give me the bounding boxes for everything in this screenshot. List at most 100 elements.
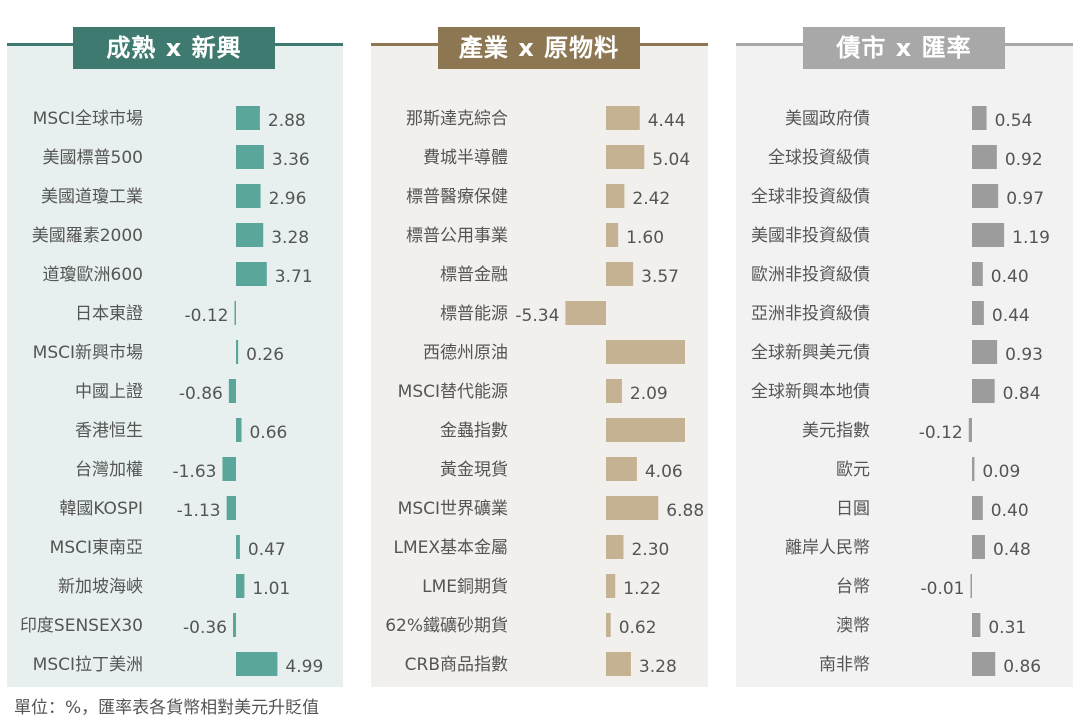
- bar: [236, 535, 240, 559]
- bar: [606, 145, 645, 169]
- bar: [606, 496, 659, 520]
- bar: [972, 496, 983, 520]
- value-label: 0.97: [1006, 189, 1044, 209]
- value-label: 1.19: [1012, 228, 1050, 248]
- category-label: 全球投資級債: [768, 148, 870, 168]
- value-label: -0.01: [921, 579, 965, 599]
- value-label: 5.04: [652, 150, 690, 170]
- value-label: 3.28: [271, 228, 309, 248]
- bar: [236, 652, 278, 676]
- value-label: 1.01: [252, 579, 290, 599]
- category-label: 中國上證: [75, 382, 143, 402]
- bar: [972, 145, 997, 169]
- bar: [236, 574, 245, 598]
- category-label: 美國道瓊工業: [41, 187, 143, 207]
- value-label: -0.36: [183, 618, 227, 638]
- value-label: 0.26: [246, 345, 284, 365]
- value-label: 4.06: [645, 462, 683, 482]
- bar: [606, 418, 685, 442]
- category-label: 全球新興本地債: [751, 382, 870, 402]
- bar: [236, 223, 264, 247]
- bar: [972, 652, 996, 676]
- value-label: 2.09: [630, 384, 668, 404]
- category-label: 美國羅素2000: [32, 226, 143, 246]
- bar: [972, 262, 983, 286]
- bar: [606, 262, 634, 286]
- category-label: 美國標普500: [43, 148, 143, 168]
- value-label: -0.12: [919, 423, 963, 443]
- value-label: 0.44: [992, 306, 1030, 326]
- category-label: 台幣: [836, 577, 870, 597]
- value-label: 3.28: [639, 657, 677, 677]
- bar: [606, 535, 624, 559]
- category-label: 歐洲非投資級債: [751, 265, 870, 285]
- value-label: 0.86: [1003, 657, 1041, 677]
- category-label: 費城半導體: [423, 148, 508, 168]
- bar: [226, 496, 236, 520]
- footnote: 單位：%，匯率表各貨幣相對美元升貶值: [14, 698, 320, 718]
- category-label: MSCI世界礦業: [398, 499, 508, 519]
- value-label: 0.48: [993, 540, 1031, 560]
- value-label: -0.86: [179, 384, 223, 404]
- value-label: 4.44: [648, 111, 686, 131]
- value-label: 4.99: [285, 657, 323, 677]
- category-label: 62%鐵礦砂期貨: [385, 616, 508, 636]
- value-label: 3.71: [275, 267, 313, 287]
- value-label: 2.30: [631, 540, 669, 560]
- value-label: 0.54: [995, 111, 1033, 131]
- category-label: 標普能源: [440, 304, 508, 324]
- category-label: 印度SENSEX30: [20, 616, 143, 636]
- panel-title-bonds-fx: 債市 x 匯率: [803, 27, 1005, 69]
- bar: [972, 535, 985, 559]
- bar: [972, 613, 981, 637]
- bar: [233, 613, 236, 637]
- bar: [228, 379, 236, 403]
- value-label: 3.57: [641, 267, 679, 287]
- category-label: 南非幣: [819, 655, 870, 675]
- category-label: 全球非投資級債: [751, 187, 870, 207]
- bar: [970, 574, 972, 598]
- category-label: LME銅期貨: [422, 577, 508, 597]
- category-label: 金蟲指數: [440, 421, 508, 441]
- category-label: 美國非投資級債: [751, 226, 870, 246]
- category-label: MSCI替代能源: [398, 382, 508, 402]
- value-label: -5.34: [515, 306, 559, 326]
- category-label: 澳幣: [836, 616, 870, 636]
- category-label: 台灣加權: [75, 460, 143, 480]
- value-label: 1.60: [626, 228, 664, 248]
- bar: [606, 379, 622, 403]
- panel-title-developed-emerging: 成熟 x 新興: [73, 27, 275, 69]
- bar: [972, 379, 995, 403]
- panel-background-industry-commodities: [371, 45, 708, 687]
- bar: [972, 457, 975, 481]
- bar: [222, 457, 236, 481]
- bar: [606, 184, 625, 208]
- bar: [606, 457, 637, 481]
- value-label: -0.12: [185, 306, 229, 326]
- bar: [236, 145, 264, 169]
- bar: [236, 262, 267, 286]
- value-label: 2.88: [268, 111, 306, 131]
- category-label: 標普金融: [440, 265, 508, 285]
- value-label: 0.40: [991, 267, 1029, 287]
- bar: [236, 418, 242, 442]
- bar: [968, 418, 972, 442]
- category-label: 西德州原油: [423, 343, 508, 363]
- category-label: 歐元: [836, 460, 870, 480]
- category-label: 美國政府債: [785, 109, 870, 129]
- category-label: MSCI東南亞: [50, 538, 143, 558]
- bar: [606, 340, 685, 364]
- panel-title-industry-commodities: 產業 x 原物料: [438, 27, 640, 69]
- category-label: CRB商品指數: [405, 655, 508, 675]
- bar: [606, 613, 611, 637]
- value-label: 0.40: [991, 501, 1029, 521]
- category-label: MSCI全球市場: [33, 109, 143, 129]
- category-label: LMEX基本金屬: [393, 538, 508, 558]
- category-label: 離岸人民幣: [785, 538, 870, 558]
- bar: [236, 106, 260, 130]
- bar: [972, 184, 999, 208]
- value-label: 2.96: [269, 189, 307, 209]
- category-label: 道瓊歐洲600: [43, 265, 143, 285]
- category-label: 韓國KOSPI: [59, 499, 143, 519]
- value-label: -1.63: [172, 462, 216, 482]
